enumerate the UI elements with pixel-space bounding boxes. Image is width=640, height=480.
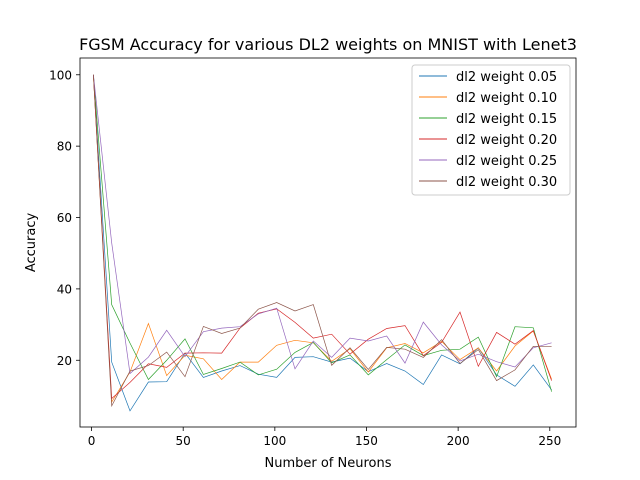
legend-box <box>411 64 571 196</box>
y-tick-label: 40 <box>57 282 72 296</box>
x-tick-label: 100 <box>263 434 286 448</box>
y-tick-label: 80 <box>57 140 72 154</box>
legend-label: dl2 weight 0.20 <box>456 133 557 148</box>
plot-frame <box>79 57 577 428</box>
y-tick-label: 20 <box>57 354 72 368</box>
series-line-5 <box>93 74 552 375</box>
y-axis-ticks: 20 40 60 80 100 <box>49 68 80 368</box>
legend-label: dl2 weight 0.10 <box>456 91 557 106</box>
x-axis-label: Number of Neurons <box>264 456 391 471</box>
legend: dl2 weight 0.05 dl2 weight 0.10 dl2 weight… <box>411 64 571 196</box>
series-line-1 <box>93 74 552 412</box>
legend-label: dl2 weight 0.25 <box>456 154 557 169</box>
y-tick-label: 60 <box>57 211 72 225</box>
series-line-2 <box>93 74 552 404</box>
legend-label: dl2 weight 0.30 <box>456 175 557 190</box>
plot-lines <box>93 74 552 412</box>
x-tick-label: 0 <box>88 434 96 448</box>
x-tick-label: 200 <box>447 434 470 448</box>
x-tick-label: 250 <box>538 434 561 448</box>
x-tick-label: 150 <box>355 434 378 448</box>
y-axis-label: Accuracy <box>24 213 39 273</box>
chart-title: FGSM Accuracy for various DL2 weights on… <box>79 35 577 54</box>
legend-label: dl2 weight 0.05 <box>456 70 557 85</box>
legend-label: dl2 weight 0.15 <box>456 112 557 127</box>
y-tick-label: 100 <box>49 68 72 82</box>
x-tick-label: 50 <box>176 434 191 448</box>
x-axis-ticks: 0 50 100 150 200 250 <box>88 427 561 448</box>
series-line-6 <box>93 74 552 408</box>
